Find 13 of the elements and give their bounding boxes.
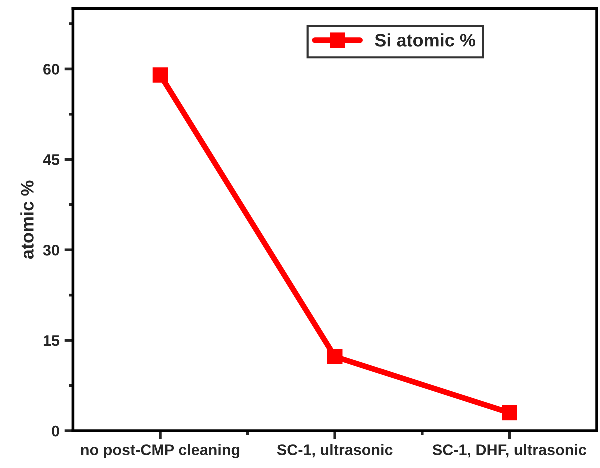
x-tick-label: no post-CMP cleaning	[81, 444, 240, 459]
point	[152, 68, 168, 83]
point	[502, 405, 518, 421]
y-tick-label: 45	[43, 154, 60, 166]
x-tick-label: SC-1, ultrasonic	[277, 444, 393, 458]
y-tick-label: 30	[43, 244, 60, 256]
point	[327, 349, 343, 364]
x-tick-label: SC-1, DHF, ultrasonic	[432, 444, 587, 458]
y-tick-label: 15	[44, 336, 60, 346]
legend-label: Si atomic %	[375, 34, 476, 47]
y-axis-title: atomic %	[20, 180, 34, 260]
y-tick-label: 0	[52, 426, 60, 437]
y-tick-label: 60	[44, 64, 60, 75]
